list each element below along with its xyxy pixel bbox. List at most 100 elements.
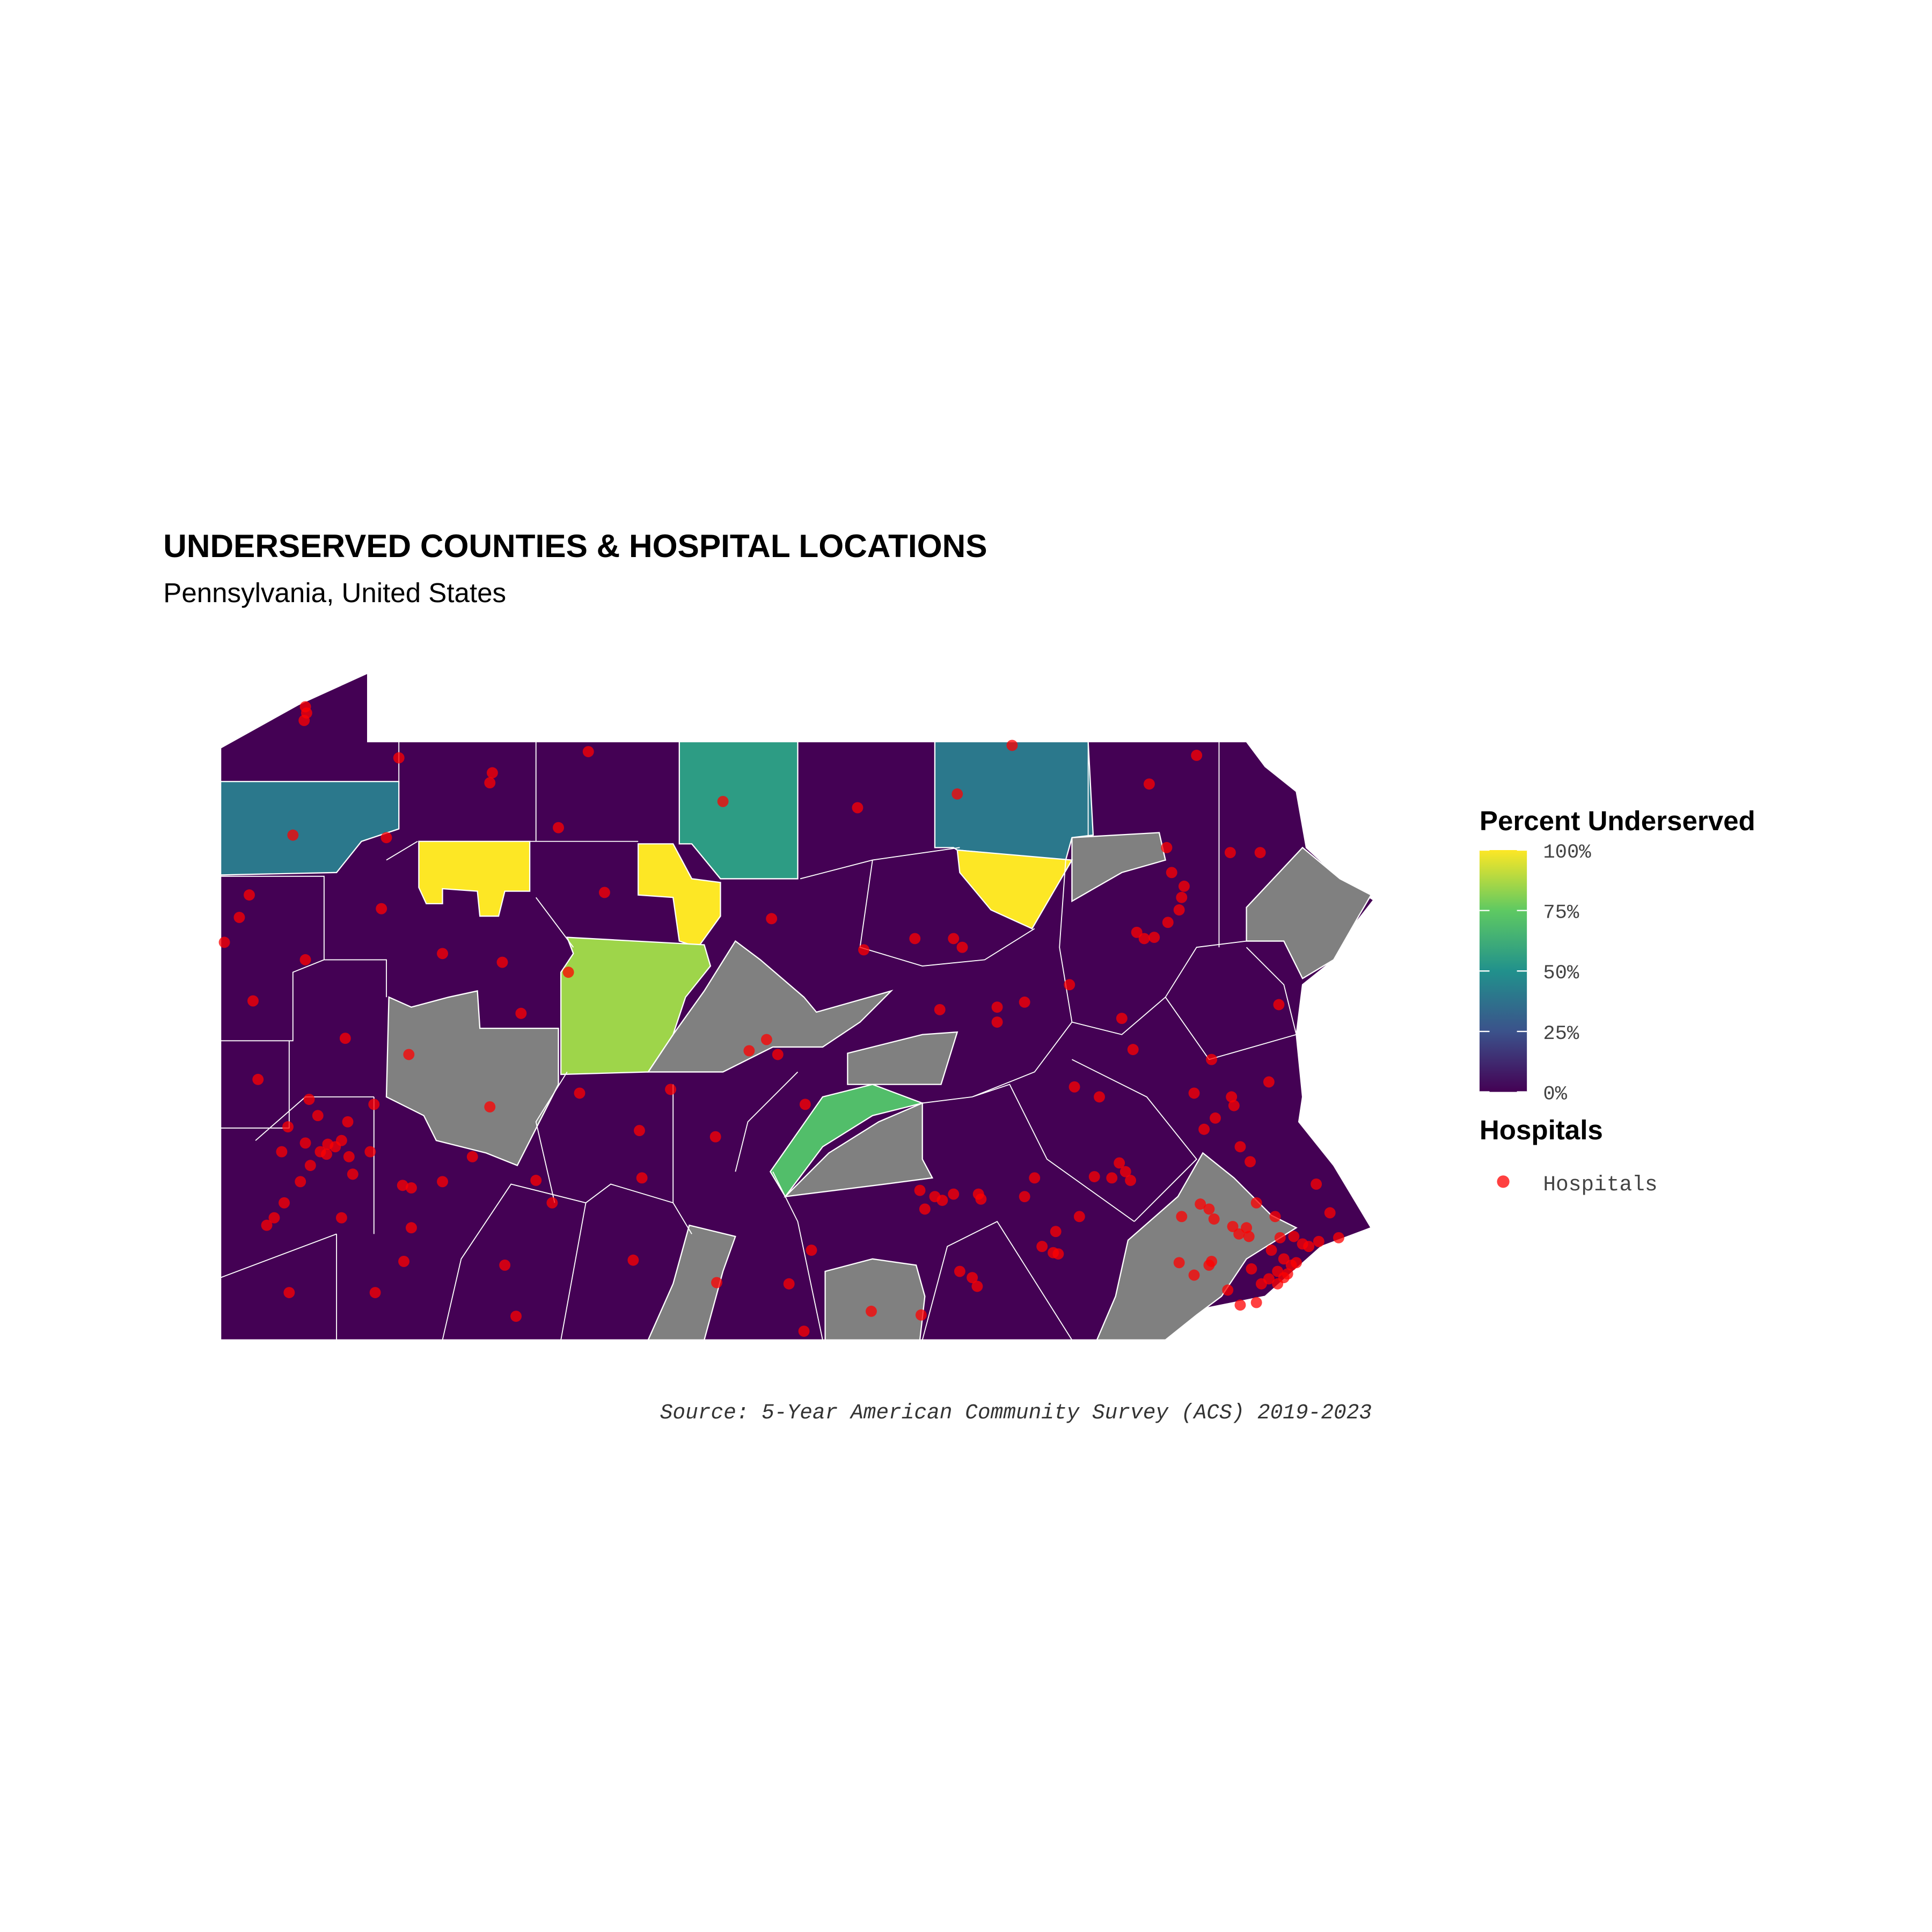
hospital xyxy=(1176,891,1188,903)
hospital xyxy=(1226,1091,1238,1103)
hospital xyxy=(233,911,245,923)
hospital xyxy=(339,1033,351,1044)
hospital xyxy=(466,1151,478,1162)
hospital xyxy=(717,795,729,807)
hospital xyxy=(268,1212,280,1224)
legend-ticks: 0% 25% 50% 75% 100% xyxy=(1479,841,1591,1106)
hospital xyxy=(783,1278,795,1290)
hospital xyxy=(406,1222,417,1234)
hospital xyxy=(1303,1241,1315,1253)
hospital xyxy=(709,1131,721,1143)
hospital xyxy=(335,1212,347,1224)
hospital xyxy=(1263,1076,1275,1088)
hospital xyxy=(1143,778,1155,790)
county xyxy=(769,1084,925,1198)
hospital xyxy=(393,752,405,764)
hospital xyxy=(1313,1235,1324,1247)
hospital xyxy=(261,1219,273,1231)
hospital xyxy=(1254,847,1266,859)
hospital xyxy=(1036,1241,1048,1253)
hospital xyxy=(484,1101,496,1113)
hospital xyxy=(295,1176,306,1188)
hospital xyxy=(342,1116,354,1128)
no-data-county xyxy=(647,940,894,1073)
hospital xyxy=(743,1045,755,1057)
hospital xyxy=(766,913,778,925)
hospital xyxy=(530,1175,542,1186)
hospital xyxy=(1161,841,1173,853)
hospital xyxy=(582,746,594,757)
hospital xyxy=(1006,740,1018,751)
title: UNDERSERVED COUNTIES & HOSPITAL LOCATION… xyxy=(163,528,987,564)
hospital xyxy=(1198,1123,1210,1135)
hospital xyxy=(1094,1091,1105,1103)
hospital xyxy=(991,1001,1003,1013)
hospital xyxy=(954,1265,965,1277)
hospital xyxy=(1179,880,1190,892)
hospital xyxy=(279,1197,290,1209)
hospital xyxy=(1250,1197,1262,1209)
points-legend-label: Hospitals xyxy=(1543,1173,1657,1197)
hospital xyxy=(298,715,310,726)
hospital xyxy=(799,1099,811,1110)
hospital xyxy=(1234,1141,1246,1153)
legend-tick-label: 25% xyxy=(1543,1023,1579,1045)
points-legend-key xyxy=(1497,1175,1510,1188)
hospital xyxy=(934,1004,946,1015)
hospital xyxy=(510,1311,522,1322)
hospital xyxy=(948,933,960,945)
hospital xyxy=(1245,1156,1256,1168)
hospital xyxy=(915,1309,927,1321)
hospital xyxy=(806,1245,817,1256)
hospital xyxy=(276,1146,288,1158)
hospital xyxy=(1116,1013,1128,1024)
hospital-points xyxy=(218,701,1344,1337)
hospital xyxy=(636,1172,648,1184)
hospital xyxy=(1106,1172,1118,1184)
hospital xyxy=(1050,1226,1062,1238)
hospital xyxy=(287,829,299,841)
hospital xyxy=(252,1073,264,1085)
hospital xyxy=(1210,1112,1221,1124)
hospital xyxy=(486,767,498,779)
hospital xyxy=(496,956,508,968)
hospital xyxy=(1250,1297,1262,1308)
hospital xyxy=(1234,1299,1246,1311)
hospital xyxy=(852,802,863,814)
hospital xyxy=(335,1135,347,1146)
hospital xyxy=(1131,926,1143,938)
subtitle: Pennsylvania, United States xyxy=(163,577,506,608)
hospital xyxy=(1073,1211,1085,1223)
hospital xyxy=(1291,1257,1302,1269)
hospital xyxy=(218,936,230,948)
hospital xyxy=(760,1034,772,1045)
hospital xyxy=(1265,1245,1277,1256)
hospital xyxy=(1188,1087,1200,1099)
hospital xyxy=(546,1197,558,1209)
hospital xyxy=(1119,1166,1131,1177)
hospital xyxy=(1222,1284,1234,1296)
hospital xyxy=(1195,1198,1206,1210)
hospital xyxy=(1138,933,1150,945)
hospital xyxy=(244,889,255,901)
hospital xyxy=(437,1176,448,1188)
hospital xyxy=(368,1099,380,1110)
hospital xyxy=(369,1287,381,1298)
hospital xyxy=(627,1254,639,1266)
no-data-county xyxy=(824,1258,926,1341)
legend-tick-label: 75% xyxy=(1543,902,1579,925)
hospital xyxy=(1206,1053,1217,1065)
hospital xyxy=(247,995,259,1007)
hospital xyxy=(406,1182,417,1194)
hospital xyxy=(1148,932,1160,943)
hospital xyxy=(299,1137,311,1149)
hospital xyxy=(1064,979,1075,991)
county xyxy=(418,840,531,917)
hospital xyxy=(599,887,610,898)
county xyxy=(934,741,1094,861)
hospital xyxy=(711,1277,722,1289)
hospital xyxy=(971,1280,983,1292)
hospital xyxy=(1333,1232,1344,1243)
hospital xyxy=(1125,1175,1137,1186)
